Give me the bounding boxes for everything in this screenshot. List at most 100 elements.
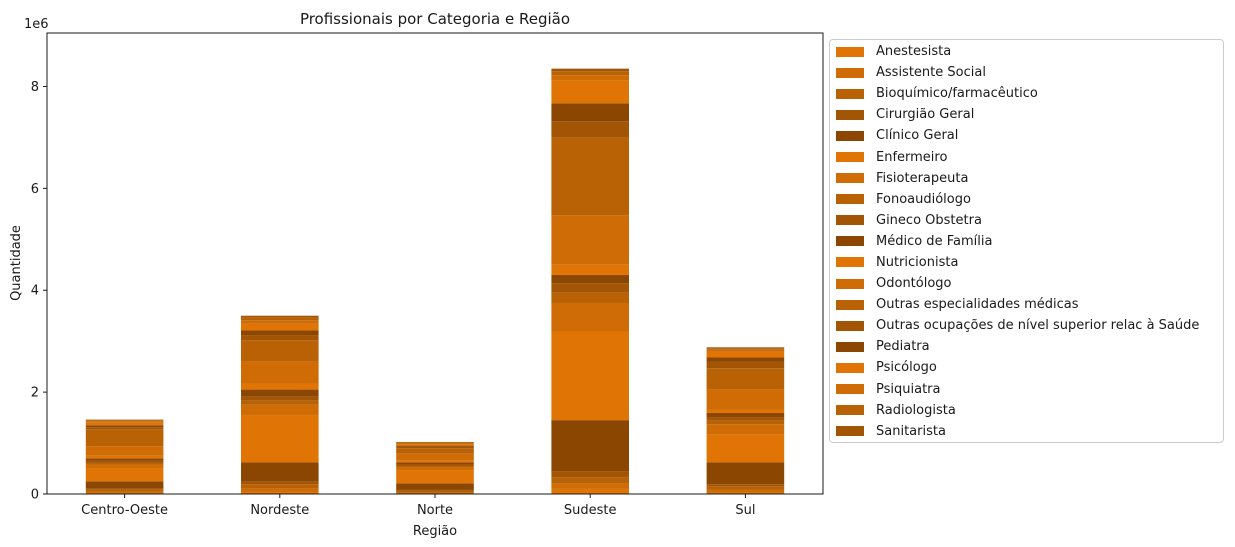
legend-swatch [836,194,864,205]
bar-sul-fisioterapeuta [706,424,785,435]
bar-nordeste-enfermeiro [241,415,319,463]
legend-label: Clínico Geral [876,128,959,144]
bar-nordeste-psicologo [241,323,319,331]
legend-label: Fisioterapeuta [876,170,969,186]
bar-sul-bioquimico-farmaceutico [706,486,785,490]
bar-centro-oeste-sanitarista [85,419,164,421]
bar-nordeste-psiquiatra [241,320,319,324]
bar-nordeste-assistente-social [241,488,319,492]
bar-nordeste-pediatra [241,330,319,336]
legend-swatch [836,362,864,373]
x-tick-label-sudeste: Sudeste [564,503,617,518]
x-tick-label-nordeste: Nordeste [250,503,309,518]
bar-nordeste-anestesista [241,491,319,494]
legend-item-psicologo: Psicólogo [836,357,1223,378]
bar-sul-odontologo [706,389,785,410]
legend-item-pediatra: Pediatra [836,336,1223,357]
bar-sul-outras-especialidades-medicas [706,368,785,390]
bar-sul-gineco-obstetra [706,417,785,421]
legend-label: Psiquiatra [876,381,941,397]
bar-centro-oeste-odontologo [85,446,164,456]
legend-label: Odontólogo [876,276,952,292]
bar-sul-radiologista [706,348,785,350]
legend-item-odontologo: Odontólogo [836,273,1223,294]
bar-sul-cirurgiao-geral [706,484,785,487]
bar-sudeste-medico-de-familia [551,274,629,284]
bar-norte-outras-ocupacoes-de-nivel-superior-relac-a-saude [396,446,474,449]
bar-sudeste-cirurgiao-geral [551,471,629,478]
bar-centro-oeste-anestesista [85,492,164,494]
legend-label: Psicólogo [876,360,937,376]
legend-label: Cirurgião Geral [876,107,975,123]
bar-centro-oeste-fonoaudiologo [85,462,164,465]
legend-label: Assistente Social [876,65,986,81]
legend-swatch [836,130,864,141]
y-tick-label: 4 [31,284,39,299]
legend-item-enfermeiro: Enfermeiro [836,146,1223,167]
y-tick-label: 0 [31,488,39,503]
legend-item-medico-de-familia: Médico de Família [836,231,1223,252]
legend-label: Médico de Família [876,233,993,249]
bar-centro-oeste-medico-de-familia [85,458,164,461]
legend-swatch [836,341,864,352]
legend-label: Fonoaudiólogo [876,191,971,207]
legend-swatch [836,173,864,184]
legend-label: Sanitarista [876,423,946,439]
bar-nordeste-outras-especialidades-medicas [241,340,319,362]
bar-sudeste-pediatra [551,103,629,122]
bar-norte-odontologo [396,453,474,461]
y-axis-ticks: 0 2 4 6 8 [31,80,47,503]
bar-sul-assistente-social [706,489,785,493]
bar-sudeste-odontologo [551,215,629,265]
bar-sul-psiquiatra [706,349,785,352]
bar-centro-oeste-outras-ocupacoes-de-nivel-superior-relac-a-saude [85,427,164,430]
bar-nordeste-fisioterapeuta [241,404,319,416]
bar-sudeste-anestesista [551,488,629,494]
bar-norte-assistente-social [396,492,474,494]
bar-sudeste-psicologo [551,80,629,104]
y-tick-label: 8 [31,80,39,95]
x-tick-label-centro-oeste: Centro-Oeste [81,503,168,518]
legend-swatch [836,299,864,310]
bar-centro-oeste-assistente-social [85,491,164,493]
y-tick-label: 6 [31,182,39,197]
bar-nordeste-fonoaudiologo [241,400,319,405]
legend-label: Outras ocupações de nível superior relac… [876,318,1200,334]
legend-swatch [836,215,864,226]
legend-item-outras-ocupacoes-de-nivel-superior-relac-a-saude: Outras ocupações de nível superior relac… [836,315,1223,336]
bar-sudeste-nutricionista [551,264,629,275]
bar-norte-nutricionista [396,460,474,463]
bar-centro-oeste-gineco-obstetra [85,460,164,463]
legend-label: Outras especialidades médicas [876,297,1079,313]
bar-sul-medico-de-familia [706,413,785,418]
bar-nordeste-radiologista [241,317,319,321]
legend-item-fonoaudiologo: Fonoaudiólogo [836,189,1223,210]
bar-sul-pediatra [706,357,785,362]
bar-norte-psicologo [396,444,474,446]
bar-centro-oeste-enfermeiro [85,468,164,482]
x-tick-label-norte: Norte [417,503,453,518]
legend-swatch [836,405,864,416]
bar-norte-gineco-obstetra [396,464,474,466]
bar-sudeste-sanitarista [551,68,629,72]
x-tick-label-sul: Sul [735,503,755,518]
bar-sudeste-enfermeiro [551,331,629,421]
bar-sul-clinico-geral [706,462,785,485]
y-axis-scale-label: 1e6 [24,17,49,32]
bar-norte-fonoaudiologo [396,465,474,468]
bar-sudeste-fonoaudiologo [551,292,629,303]
legend-item-radiologista: Radiologista [836,400,1223,421]
x-axis-ticks: Centro-Oeste Nordeste Norte Sudeste Sul [81,494,755,518]
legend-item-outras-especialidades-medicas: Outras especialidades médicas [836,294,1223,315]
legend-item-psiquiatra: Psiquiatra [836,379,1223,400]
legend-swatch [836,152,864,163]
bar-centro-oeste-radiologista [85,420,164,422]
y-tick-label: 2 [31,386,39,401]
bar-sudeste-outras-especialidades-medicas [551,137,629,216]
bar-sul-fonoaudiologo [706,420,785,425]
legend-item-clinico-geral: Clínico Geral [836,125,1223,146]
bar-norte-enfermeiro [396,470,474,484]
legend-label: Radiologista [876,402,956,418]
bar-sul-psicologo [706,351,785,358]
